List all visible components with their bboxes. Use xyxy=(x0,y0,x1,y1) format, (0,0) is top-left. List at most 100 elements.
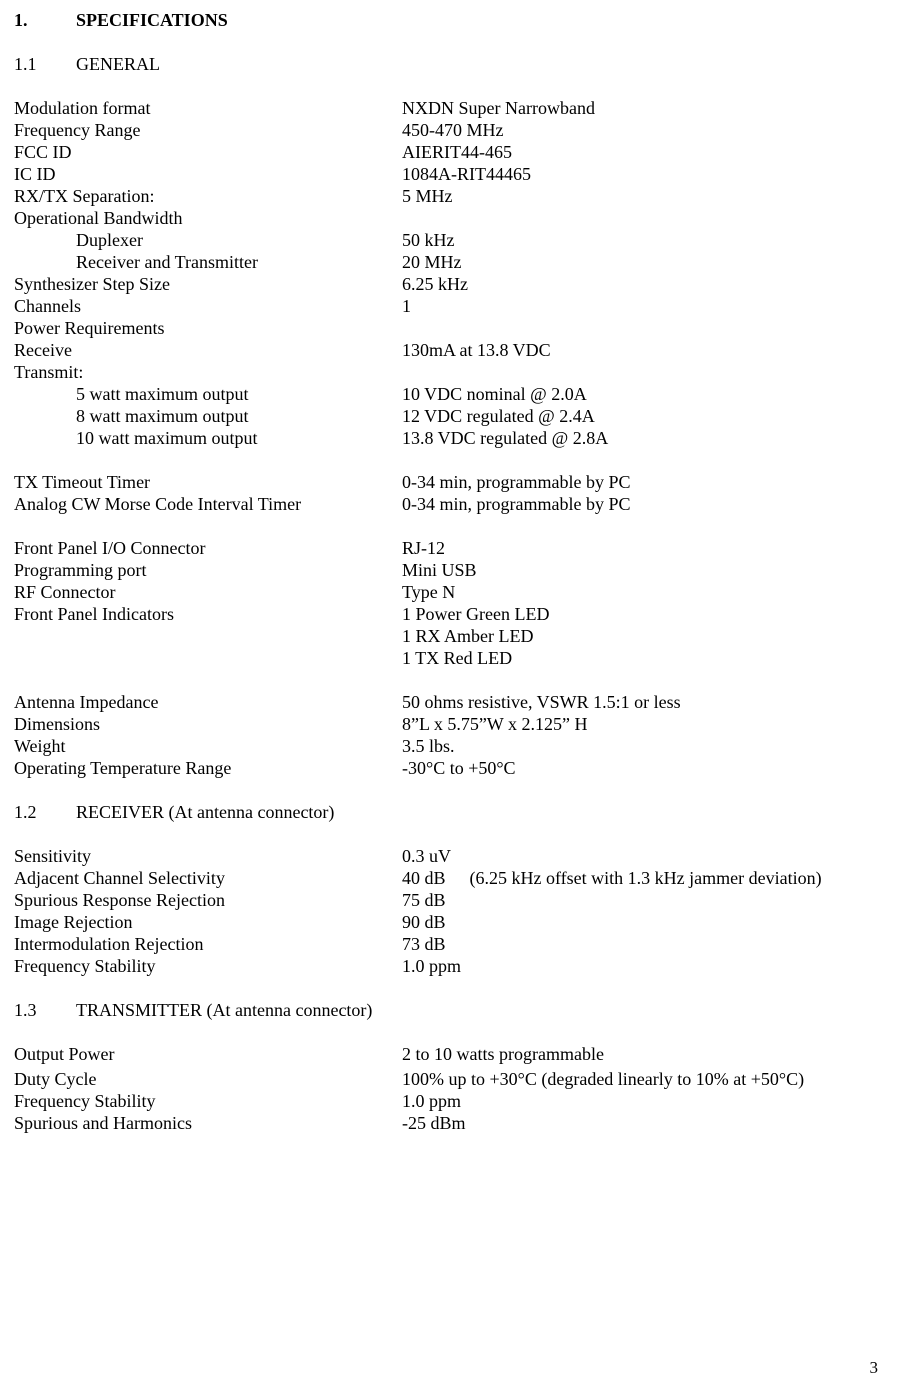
spec-row: Channels1 xyxy=(14,295,884,317)
spec-value xyxy=(402,361,884,383)
spec-value: NXDN Super Narrowband xyxy=(402,97,884,119)
spec-value: 12 VDC regulated @ 2.4A xyxy=(402,405,884,427)
main-heading: 1. SPECIFICATIONS xyxy=(14,10,884,31)
heading-title: SPECIFICATIONS xyxy=(76,10,228,31)
spec-label: Intermodulation Rejection xyxy=(14,933,402,955)
spec-value: 13.8 VDC regulated @ 2.8A xyxy=(402,427,884,449)
spec-label: Spurious Response Rejection xyxy=(14,889,402,911)
spec-value: RJ-12 xyxy=(402,537,884,559)
spec-label: Front Panel Indicators xyxy=(14,603,402,625)
spec-value: 50 ohms resistive, VSWR 1.5:1 or less xyxy=(402,691,884,713)
spec-row: Modulation formatNXDN Super Narrowband xyxy=(14,97,884,119)
spec-label: 10 watt maximum output xyxy=(14,427,402,449)
spec-value: 1.0 ppm xyxy=(402,1090,884,1112)
spec-label: TX Timeout Timer xyxy=(14,471,402,493)
spec-value: Mini USB xyxy=(402,559,884,581)
spec-label: Analog CW Morse Code Interval Timer xyxy=(14,493,402,515)
spec-row: Output Power2 to 10 watts programmable xyxy=(14,1043,884,1065)
spec-label: Output Power xyxy=(14,1043,402,1065)
spec-label: Synthesizer Step Size xyxy=(14,273,402,295)
spec-row: IC ID1084A-RIT44465 xyxy=(14,163,884,185)
spec-label: Receive xyxy=(14,339,402,361)
spec-row: TX Timeout Timer0-34 min, programmable b… xyxy=(14,471,884,493)
section-1-1: 1.1 GENERAL xyxy=(14,53,884,75)
spec-value: 450-470 MHz xyxy=(402,119,884,141)
spec-row: Operational Bandwidth xyxy=(14,207,884,229)
spec-row: Transmit: xyxy=(14,361,884,383)
spec-label: Frequency Stability xyxy=(14,955,402,977)
spec-value: 1084A-RIT44465 xyxy=(402,163,884,185)
spec-value: 40 dB(6.25 kHz offset with 1.3 kHz jamme… xyxy=(402,867,884,889)
section-title: GENERAL xyxy=(76,53,160,75)
spec-row: Analog CW Morse Code Interval Timer0-34 … xyxy=(14,493,884,515)
spec-value: 50 kHz xyxy=(402,229,884,251)
spec-row: RF ConnectorType N xyxy=(14,581,884,603)
heading-number: 1. xyxy=(14,10,76,31)
spec-value: 100% up to +30°C (degraded linearly to 1… xyxy=(402,1068,884,1090)
spec-value: 1 xyxy=(402,295,884,317)
spec-label: Duplexer xyxy=(14,229,402,251)
spec-row: 5 watt maximum output10 VDC nominal @ 2.… xyxy=(14,383,884,405)
spec-label: Weight xyxy=(14,735,402,757)
spec-row: Programming portMini USB xyxy=(14,559,884,581)
spec-row: Sensitivity0.3 uV xyxy=(14,845,884,867)
spec-value: 0-34 min, programmable by PC xyxy=(402,471,884,493)
spec-row: Intermodulation Rejection73 dB xyxy=(14,933,884,955)
spec-label: Spurious and Harmonics xyxy=(14,1112,402,1134)
spec-label: Image Rejection xyxy=(14,911,402,933)
spec-value: 75 dB xyxy=(402,889,884,911)
spec-row: Receiver and Transmitter20 MHz xyxy=(14,251,884,273)
spec-row: Frequency Stability1.0 ppm xyxy=(14,955,884,977)
spec-label: Operating Temperature Range xyxy=(14,757,402,779)
spec-label: Antenna Impedance xyxy=(14,691,402,713)
spec-row: 1 RX Amber LED xyxy=(14,625,884,647)
spec-label: Frequency Stability xyxy=(14,1090,402,1112)
spec-value: -25 dBm xyxy=(402,1112,884,1134)
spec-value: 1 TX Red LED xyxy=(402,647,884,669)
section-number: 1.1 xyxy=(14,53,76,75)
spec-label xyxy=(14,625,402,647)
spec-value: 73 dB xyxy=(402,933,884,955)
spec-row: Antenna Impedance50 ohms resistive, VSWR… xyxy=(14,691,884,713)
spec-value: 1 Power Green LED xyxy=(402,603,884,625)
spec-value: 0.3 uV xyxy=(402,845,884,867)
spec-label: Transmit: xyxy=(14,361,402,383)
spec-row: Front Panel Indicators1 Power Green LED xyxy=(14,603,884,625)
spec-label: Operational Bandwidth xyxy=(14,207,402,229)
spec-label xyxy=(14,647,402,669)
section-1-2: 1.2 RECEIVER (At antenna connector) xyxy=(14,801,884,823)
spec-value: 3.5 lbs. xyxy=(402,735,884,757)
spec-row: Adjacent Channel Selectivity40 dB(6.25 k… xyxy=(14,867,884,889)
spec-row: Duplexer50 kHz xyxy=(14,229,884,251)
spec-value: AIERIT44-465 xyxy=(402,141,884,163)
spec-label: RX/TX Separation: xyxy=(14,185,402,207)
spec-value: 5 MHz xyxy=(402,185,884,207)
spec-value: 20 MHz xyxy=(402,251,884,273)
spec-label: Power Requirements xyxy=(14,317,402,339)
spec-value: 0-34 min, programmable by PC xyxy=(402,493,884,515)
spec-value: Type N xyxy=(402,581,884,603)
spec-row: RX/TX Separation:5 MHz xyxy=(14,185,884,207)
spec-value: 8”L x 5.75”W x 2.125” H xyxy=(402,713,884,735)
spec-row: Spurious and Harmonics-25 dBm xyxy=(14,1112,884,1134)
spec-label: Frequency Range xyxy=(14,119,402,141)
spec-row: Synthesizer Step Size6.25 kHz xyxy=(14,273,884,295)
section-number: 1.2 xyxy=(14,801,76,823)
section-title: RECEIVER (At antenna connector) xyxy=(76,801,334,823)
spec-value: -30°C to +50°C xyxy=(402,757,884,779)
spec-label: RF Connector xyxy=(14,581,402,603)
spec-value: 10 VDC nominal @ 2.0A xyxy=(402,383,884,405)
spec-row: 10 watt maximum output13.8 VDC regulated… xyxy=(14,427,884,449)
section-1-3: 1.3 TRANSMITTER (At antenna connector) xyxy=(14,999,884,1021)
spec-value xyxy=(402,317,884,339)
spec-row: Operating Temperature Range-30°C to +50°… xyxy=(14,757,884,779)
spec-value: 90 dB xyxy=(402,911,884,933)
spec-label: Sensitivity xyxy=(14,845,402,867)
spec-row: Weight3.5 lbs. xyxy=(14,735,884,757)
spec-row: Spurious Response Rejection75 dB xyxy=(14,889,884,911)
spec-row: Receive130mA at 13.8 VDC xyxy=(14,339,884,361)
spec-row: 1 TX Red LED xyxy=(14,647,884,669)
page-number: 3 xyxy=(870,1358,879,1378)
spec-label: Adjacent Channel Selectivity xyxy=(14,867,402,889)
spec-label: IC ID xyxy=(14,163,402,185)
